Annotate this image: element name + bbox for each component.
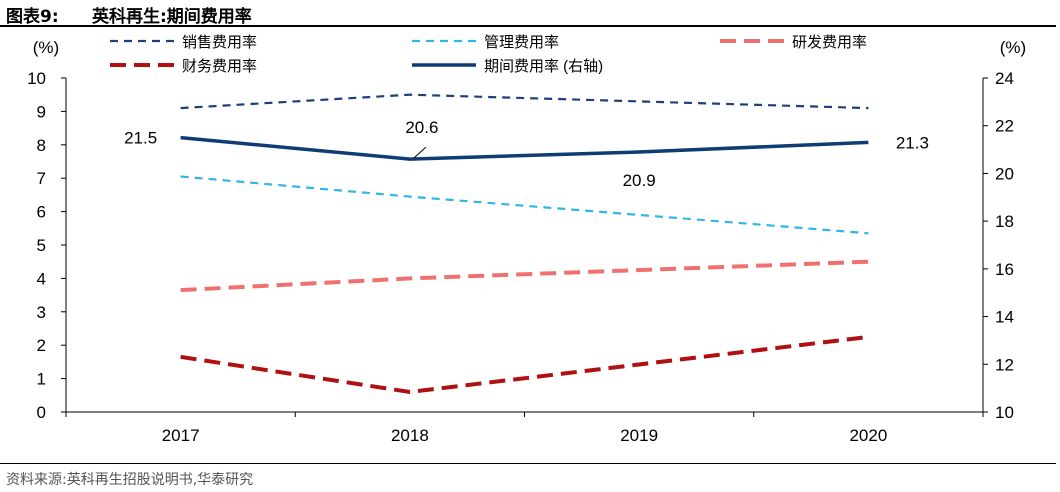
x-tick-label: 2020 <box>849 426 887 445</box>
legend-label-admin: 管理费用率 <box>484 34 559 51</box>
left-tick-label: 7 <box>37 169 46 188</box>
data-label: 21.3 <box>896 133 929 152</box>
left-tick-label: 6 <box>37 203 46 222</box>
chart-data-labels: 21.5 20.6 20.9 21.3 <box>124 118 929 190</box>
chart-series <box>180 93 869 394</box>
left-tick-label: 8 <box>37 136 46 155</box>
right-tick-label: 20 <box>995 164 1014 183</box>
data-label: 21.5 <box>124 129 157 148</box>
left-tick-label: 5 <box>37 236 46 255</box>
left-tick-label: 9 <box>37 102 46 121</box>
series-line-rd <box>180 259 869 293</box>
source-note: 资料来源:英科再生招股说明书,华泰研究 <box>6 472 254 488</box>
x-tick-label: 2017 <box>162 426 200 445</box>
data-label-leader <box>413 146 427 159</box>
right-tick-label: 16 <box>995 260 1014 279</box>
left-axis-unit: (%) <box>33 38 59 57</box>
left-tick-label: 1 <box>37 370 46 389</box>
legend-label-total: 期间费用率 (右轴) <box>484 58 603 75</box>
left-tick-label: 4 <box>37 269 46 288</box>
x-tick-label: 2018 <box>391 426 429 445</box>
series-line-total <box>180 135 869 161</box>
legend-label-rd: 研发费用率 <box>792 34 867 51</box>
left-tick-label: 0 <box>37 403 46 422</box>
data-label: 20.9 <box>623 171 656 190</box>
right-tick-label: 12 <box>995 355 1014 374</box>
right-tick-label: 18 <box>995 212 1014 231</box>
right-tick-label: 24 <box>995 69 1014 88</box>
right-axis-unit: (%) <box>1000 38 1026 57</box>
footer-rule <box>0 463 1056 464</box>
right-tick-label: 14 <box>995 308 1014 327</box>
left-tick-label: 2 <box>37 336 46 355</box>
x-tick-label: 2019 <box>620 426 658 445</box>
data-label: 20.6 <box>405 118 438 137</box>
figure-title: 英科再生:期间费用率 <box>92 7 252 27</box>
legend-label-sales: 销售费用率 <box>182 34 257 51</box>
figure-header: 图表9: 英科再生:期间费用率 <box>0 0 1060 27</box>
right-tick-label: 22 <box>995 117 1014 136</box>
left-tick-label: 3 <box>37 303 46 322</box>
header-rule <box>0 25 1056 27</box>
series-line-admin <box>180 175 869 235</box>
legend-label-finance: 财务费用率 <box>182 58 257 75</box>
left-tick-label: 10 <box>27 69 46 88</box>
figure-label: 图表9: <box>6 7 59 27</box>
right-tick-label: 10 <box>995 403 1014 422</box>
series-line-sales <box>180 93 869 110</box>
series-line-finance <box>180 334 869 394</box>
